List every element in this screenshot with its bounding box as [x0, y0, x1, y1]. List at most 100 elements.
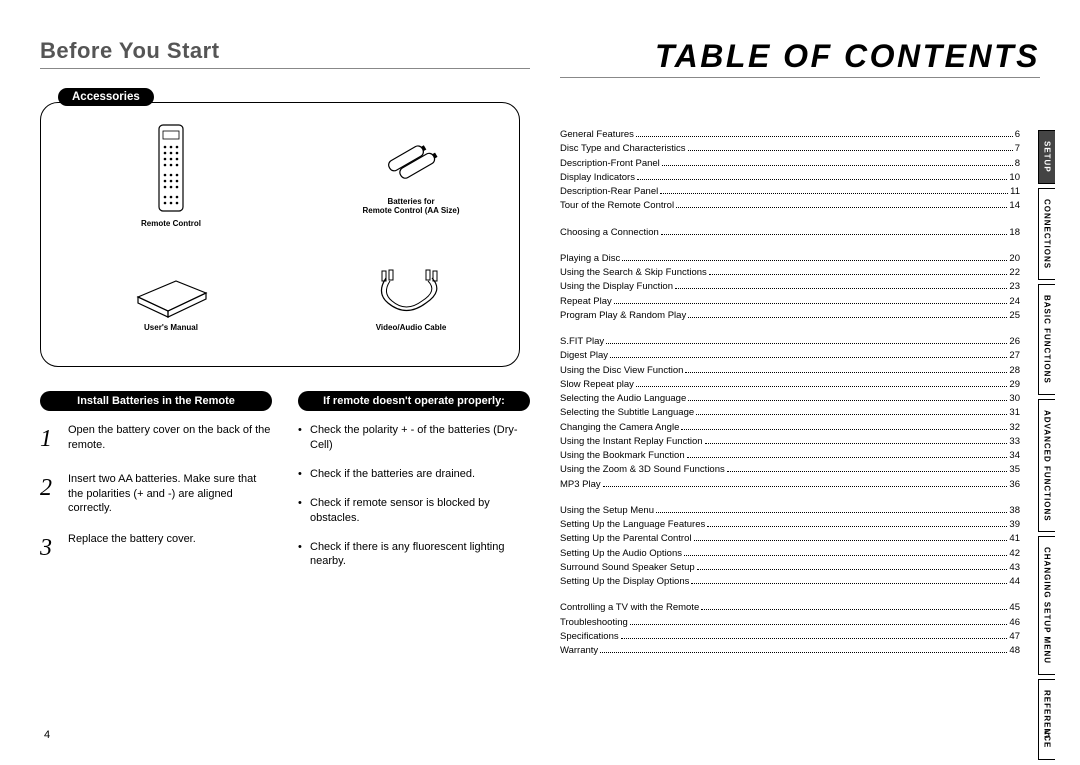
toc-row: Slow Repeat play29	[560, 378, 1020, 392]
side-tab[interactable]: SETUP	[1038, 130, 1055, 184]
toc-row: Setting Up the Parental Control41	[560, 532, 1020, 546]
toc-row: Using the Setup Menu38	[560, 504, 1020, 518]
page-number-left: 4	[44, 729, 50, 741]
toc-dots	[727, 471, 1008, 472]
toc-page: 6	[1015, 128, 1020, 142]
toc-list: General Features6Disc Type and Character…	[560, 128, 1020, 658]
toc-label: Using the Instant Replay Function	[560, 435, 703, 449]
toc-dots	[621, 638, 1008, 639]
toc-page: 11	[1010, 185, 1020, 199]
toc-row: Selecting the Subtitle Language31	[560, 406, 1020, 420]
toc-page: 42	[1009, 547, 1020, 561]
toc-page: 35	[1009, 463, 1020, 477]
step-text: Replace the battery cover.	[68, 532, 196, 547]
toc-dots	[630, 624, 1008, 625]
side-tab[interactable]: CHANGING SETUP MENU	[1038, 536, 1055, 675]
toc-page: 26	[1009, 335, 1020, 349]
step-text: Insert two AA batteries. Make sure that …	[68, 472, 272, 517]
toc-page: 18	[1009, 226, 1020, 240]
toc-row: Changing the Camera Angle32	[560, 421, 1020, 435]
install-heading: Install Batteries in the Remote	[40, 391, 272, 411]
toc-label: Description-Rear Panel	[560, 185, 658, 199]
toc-dots	[606, 343, 1007, 344]
toc-label: Using the Bookmark Function	[560, 449, 685, 463]
toc-row: Setting Up the Audio Options 42	[560, 547, 1020, 561]
check-item: Check if there is any fluorescent lighti…	[298, 540, 530, 570]
toc-page: 34	[1009, 449, 1020, 463]
remote-control-icon	[153, 123, 189, 215]
side-tab[interactable]: CONNECTIONS	[1038, 188, 1055, 280]
left-page: Before You Start Accessories	[40, 38, 530, 583]
toc-label: Using the Disc View Function	[560, 364, 683, 378]
instructions-columns: Install Batteries in the Remote 1Open th…	[40, 391, 530, 583]
toc-page: 44	[1009, 575, 1020, 589]
toc-row: Troubleshooting46	[560, 616, 1020, 630]
toc-row: Warranty48	[560, 644, 1020, 658]
check-item: Check if the batteries are drained.	[298, 467, 530, 482]
toc-dots	[694, 540, 1008, 541]
manual-icon	[126, 263, 216, 319]
toc-dots	[676, 207, 1007, 208]
toc-label: Playing a Disc	[560, 252, 620, 266]
toc-group: General Features6Disc Type and Character…	[560, 128, 1020, 214]
toc-row: Controlling a TV with the Remote45	[560, 601, 1020, 615]
toc-row: Surround Sound Speaker Setup43	[560, 561, 1020, 575]
toc-dots	[661, 234, 1008, 235]
toc-dots	[684, 555, 1007, 556]
toc-dots	[614, 303, 1008, 304]
check-item: Check the polarity + - of the batteries …	[298, 423, 530, 453]
cable-label: Video/Audio Cable	[341, 323, 481, 332]
toc-dots	[707, 526, 1007, 527]
side-tab[interactable]: BASIC FUNCTIONS	[1038, 284, 1055, 395]
step-number: 3	[40, 532, 58, 564]
toc-page: 23	[1009, 280, 1020, 294]
toc-label: Selecting the Subtitle Language	[560, 406, 694, 420]
toc-page: 20	[1009, 252, 1020, 266]
side-tab[interactable]: ADVANCED FUNCTIONS	[1038, 399, 1055, 533]
toc-label: Specifications	[560, 630, 619, 644]
side-tab[interactable]: REFERENCE	[1038, 679, 1055, 759]
toc-dots	[656, 512, 1007, 513]
toc-page: 10	[1009, 171, 1020, 185]
accessory-manual: User's Manual	[101, 263, 241, 332]
install-step: 3 Replace the battery cover.	[40, 532, 272, 564]
toc-label: Warranty	[560, 644, 598, 658]
right-page: TABLE OF CONTENTS General Features6Disc …	[560, 38, 1040, 670]
toc-label: Using the Display Function	[560, 280, 673, 294]
toc-dots	[681, 429, 1007, 430]
toc-row: Digest Play27	[560, 349, 1020, 363]
manual-label: User's Manual	[101, 323, 241, 332]
toc-label: Display Indicators	[560, 171, 635, 185]
toc-dots	[709, 274, 1008, 275]
toc-dots	[685, 372, 1007, 373]
toc-row: Playing a Disc 20	[560, 252, 1020, 266]
toc-row: Program Play & Random Play25	[560, 309, 1020, 323]
divider	[40, 68, 530, 69]
toc-label: Surround Sound Speaker Setup	[560, 561, 695, 575]
toc-heading: TABLE OF CONTENTS	[560, 38, 1040, 75]
trouble-heading: If remote doesn't operate properly:	[298, 391, 530, 411]
toc-row: Using the Instant Replay Function33	[560, 435, 1020, 449]
install-step: 2Insert two AA batteries. Make sure that…	[40, 472, 272, 517]
toc-label: Using the Setup Menu	[560, 504, 654, 518]
toc-dots	[687, 457, 1008, 458]
toc-row: Using the Disc View Function28	[560, 364, 1020, 378]
toc-page: 14	[1009, 199, 1020, 213]
toc-page: 24	[1009, 295, 1020, 309]
toc-label: S.FIT Play	[560, 335, 604, 349]
toc-page: 22	[1009, 266, 1020, 280]
toc-page: 36	[1009, 478, 1020, 492]
toc-page: 39	[1009, 518, 1020, 532]
remote-label: Remote Control	[111, 219, 231, 228]
trouble-column: If remote doesn't operate properly: Chec…	[298, 391, 530, 583]
toc-label: Using the Zoom & 3D Sound Functions	[560, 463, 725, 477]
toc-label: Changing the Camera Angle	[560, 421, 679, 435]
toc-dots	[660, 193, 1008, 194]
toc-dots	[696, 414, 1007, 415]
toc-row: Using the Display Function 23	[560, 280, 1020, 294]
toc-label: Setting Up the Audio Options	[560, 547, 682, 561]
toc-group: S.FIT Play 26Digest Play27Using the Disc …	[560, 335, 1020, 492]
toc-page: 7	[1015, 142, 1020, 156]
toc-label: Repeat Play	[560, 295, 612, 309]
batteries-icon	[376, 133, 446, 193]
